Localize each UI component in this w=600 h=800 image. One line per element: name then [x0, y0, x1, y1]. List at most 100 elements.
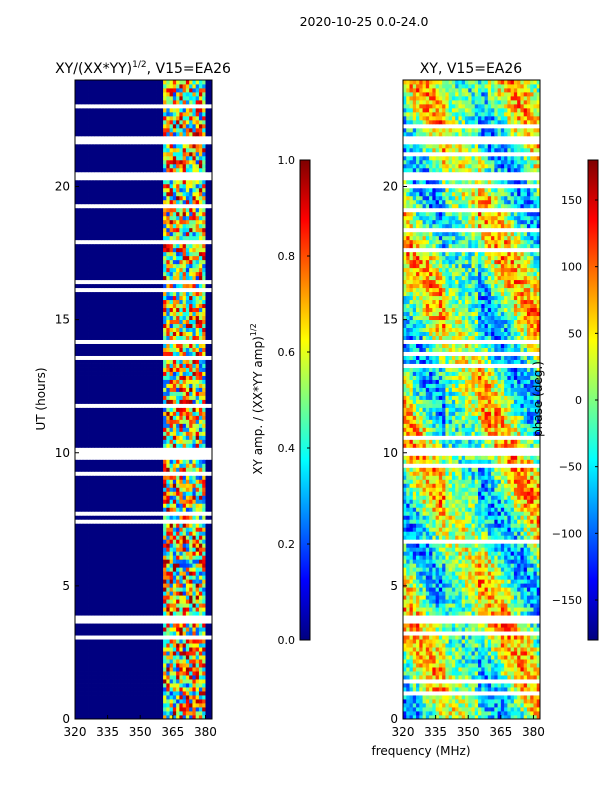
heatmap-cell — [192, 687, 197, 692]
heatmap-cell — [169, 267, 174, 273]
heatmap-cell — [123, 491, 128, 496]
heatmap-cell — [179, 303, 184, 309]
heatmap-cell — [117, 319, 122, 325]
heatmap-cell — [143, 495, 148, 500]
heatmap-cell — [81, 679, 86, 684]
heatmap-cell — [91, 375, 95, 380]
heatmap-cell — [143, 267, 148, 273]
heatmap-cell — [84, 339, 89, 344]
heatmap-cell — [133, 671, 138, 676]
heatmap-cell — [107, 447, 112, 452]
heatmap-cell — [195, 315, 200, 321]
heatmap-cell — [75, 387, 79, 392]
heatmap-cell — [84, 271, 89, 277]
heatmap-cell — [133, 655, 138, 660]
heatmap-cell — [114, 255, 118, 261]
heatmap-cell — [198, 259, 203, 265]
heatmap-cell — [159, 355, 164, 360]
heatmap-cell — [159, 563, 164, 568]
heatmap-cell — [202, 587, 206, 592]
heatmap-cell — [94, 435, 99, 440]
heatmap-cell — [192, 399, 197, 404]
heatmap-cell — [143, 471, 148, 476]
heatmap-cell — [84, 707, 89, 712]
heatmap-cell — [101, 311, 105, 317]
heatmap-cell — [153, 367, 157, 372]
heatmap-cell — [182, 499, 187, 504]
heatmap-cell — [202, 491, 206, 496]
heatmap-cell — [182, 607, 187, 612]
heatmap-cell — [117, 271, 122, 277]
heatmap-cell — [143, 407, 148, 412]
heatmap-cell — [130, 531, 135, 536]
heatmap-cell — [104, 283, 109, 289]
heatmap-cell — [136, 355, 141, 360]
heatmap-cell — [130, 651, 135, 656]
heatmap-cell — [81, 399, 86, 404]
heatmap-cell — [202, 543, 206, 548]
heatmap-cell — [179, 263, 184, 269]
heatmap-cell — [91, 467, 95, 472]
heatmap-cell — [146, 399, 151, 404]
heatmap-cell — [202, 551, 206, 556]
heatmap-cell — [130, 667, 135, 672]
heatmap-cell — [120, 627, 125, 632]
heatmap-cell — [88, 315, 92, 321]
heatmap-cell — [185, 379, 190, 384]
heatmap-cell — [189, 495, 193, 500]
heatmap-cell — [156, 571, 161, 576]
heatmap-cell — [150, 343, 154, 348]
heatmap-cell — [88, 495, 92, 500]
heatmap-cell — [185, 471, 190, 476]
heatmap-cell — [153, 407, 157, 412]
heatmap-cell — [159, 643, 164, 648]
heatmap-cell — [114, 659, 118, 664]
heatmap-cell — [84, 279, 89, 285]
heatmap-cell — [208, 483, 213, 488]
heatmap-cell — [120, 491, 125, 496]
heatmap-cell — [133, 571, 138, 576]
heatmap-cell — [104, 347, 109, 352]
heatmap-cell — [114, 511, 118, 516]
heatmap-cell — [172, 503, 177, 508]
heatmap-cell — [114, 451, 118, 456]
heatmap-cell — [94, 419, 99, 424]
heatmap-cell — [153, 379, 157, 384]
heatmap-cell — [150, 263, 154, 269]
heatmap-cell — [192, 303, 197, 309]
heatmap-cell — [107, 335, 112, 340]
heatmap-cell — [176, 355, 180, 360]
heatmap-cell — [163, 247, 167, 253]
heatmap-cell — [176, 539, 180, 544]
heatmap-cell — [140, 623, 144, 628]
heatmap-cell — [110, 583, 115, 588]
heatmap-cell — [81, 471, 86, 476]
heatmap-cell — [205, 711, 210, 716]
heatmap-cell — [163, 291, 167, 297]
heatmap-cell — [189, 515, 193, 520]
heatmap-cell — [88, 247, 92, 253]
heatmap-cell — [114, 627, 118, 632]
heatmap-cell — [110, 315, 115, 321]
heatmap-cell — [176, 667, 180, 672]
heatmap-cell — [146, 355, 151, 360]
heatmap-cell — [114, 483, 118, 488]
heatmap-cell — [195, 255, 200, 261]
heatmap-cell — [185, 651, 190, 656]
heatmap-cell — [94, 551, 99, 556]
heatmap-cell — [75, 327, 79, 332]
heatmap-cell — [172, 563, 177, 568]
heatmap-cell — [166, 395, 170, 400]
heatmap-cell — [153, 487, 157, 492]
heatmap-cell — [140, 347, 144, 352]
heatmap-cell — [127, 535, 131, 540]
heatmap-cell — [185, 391, 190, 396]
heatmap-cell — [146, 499, 151, 504]
heatmap-cell — [110, 347, 115, 352]
heatmap-cell — [198, 555, 203, 560]
heatmap-cell — [107, 251, 112, 257]
heatmap-cell — [143, 511, 148, 516]
heatmap-cell — [127, 475, 131, 480]
heatmap-cell — [179, 579, 184, 584]
heatmap-cell — [205, 555, 210, 560]
